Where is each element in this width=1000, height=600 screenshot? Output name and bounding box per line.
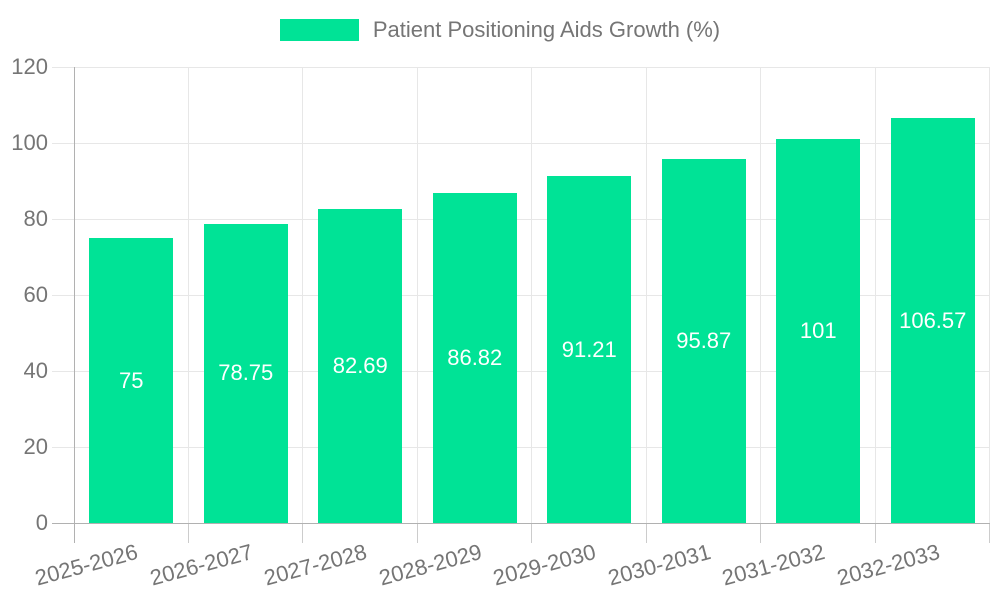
x-axis-label: 2032-2033 (833, 539, 942, 591)
y-axis-label: 120 (11, 54, 48, 79)
gridline-horizontal (52, 447, 990, 448)
legend-marker-swatch (279, 19, 359, 41)
x-axis-tick (416, 523, 418, 543)
gridline-vertical (531, 67, 532, 523)
bar[interactable] (776, 139, 861, 523)
legend-label: Patient Positioning Aids Growth (%) (372, 17, 721, 42)
y-axis-label: 80 (23, 206, 48, 231)
gridline-vertical (760, 67, 761, 523)
x-axis-tick (302, 523, 303, 543)
y-axis-label: 40 (23, 358, 48, 383)
gridline-horizontal (52, 371, 990, 372)
x-axis-tick (531, 523, 532, 543)
gridline-horizontal (52, 67, 990, 68)
bar-value-label: 91.21 (561, 336, 617, 362)
bar[interactable] (203, 223, 288, 523)
bar[interactable] (432, 193, 517, 523)
x-axis-line (52, 523, 990, 524)
gridline-horizontal (52, 143, 990, 144)
bar-value-label: 75 (119, 367, 144, 393)
x-axis-tick (645, 523, 647, 543)
plot-area: 75 78.75 82.69 86.82 91.21 95.87 101 106.57 (52, 67, 990, 543)
bar[interactable] (547, 176, 632, 523)
bar-value-label: 78.75 (218, 360, 274, 386)
gridline-vertical (874, 67, 876, 523)
bar[interactable] (318, 208, 403, 523)
bar-value-label: 101 (799, 318, 837, 344)
y-axis-label: 60 (23, 282, 48, 307)
chart-legend[interactable]: Patient Positioning Aids Growth (%) (0, 17, 1000, 43)
x-axis-label: 2028-2029 (375, 539, 484, 591)
bar[interactable] (89, 238, 174, 523)
x-axis-tick (187, 523, 189, 543)
gridline-vertical (416, 67, 418, 523)
bar-value-label: 82.69 (332, 352, 388, 378)
y-axis-label: 20 (23, 434, 48, 459)
x-axis-tick (760, 523, 761, 543)
bar-value-label: 106.57 (899, 307, 967, 333)
x-axis-tick (989, 523, 990, 543)
x-axis-label: 2031-2032 (719, 539, 828, 591)
gridline-horizontal (52, 295, 990, 296)
x-axis-tick (874, 523, 876, 543)
gridline-vertical (302, 67, 303, 523)
bar[interactable] (890, 118, 975, 523)
gridline-vertical (989, 67, 990, 523)
y-axis-label: 0 (35, 510, 48, 535)
x-axis-tick (74, 523, 75, 543)
x-axis-label: 2029-2030 (490, 539, 599, 591)
gridline-horizontal (52, 219, 990, 220)
x-axis-label: 2030-2031 (604, 539, 713, 591)
y-axis-label: 100 (11, 130, 48, 155)
bar-value-label: 95.87 (676, 327, 732, 353)
bar[interactable] (661, 158, 746, 523)
bar-value-label: 86.82 (447, 345, 503, 371)
gridline-vertical (187, 67, 189, 523)
gridline-vertical (645, 67, 647, 523)
x-axis-label: 2026-2027 (146, 539, 255, 591)
x-axis-label: 2027-2028 (261, 539, 370, 591)
x-axis-label: 2025-2026 (32, 539, 141, 591)
y-axis-line (74, 67, 75, 523)
